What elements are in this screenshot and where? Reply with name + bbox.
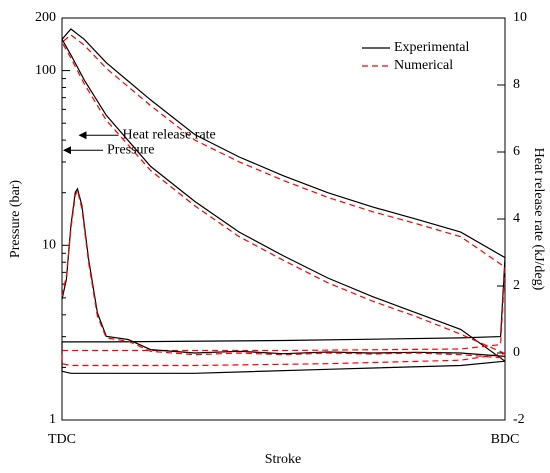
annotation: Pressure bbox=[107, 142, 154, 157]
series-line bbox=[61, 34, 506, 367]
y2-tick-label: 4 bbox=[513, 211, 520, 226]
y2-tick-label: 10 bbox=[513, 10, 527, 25]
y-tick-label: 1 bbox=[49, 412, 56, 427]
x-tick-label: TDC bbox=[48, 432, 76, 447]
series-line bbox=[61, 188, 506, 359]
y-tick-label: 100 bbox=[35, 63, 56, 78]
legend-label: Numerical bbox=[394, 58, 453, 73]
y2-tick-label: 6 bbox=[513, 144, 520, 159]
y-tick-label: 10 bbox=[42, 238, 56, 253]
series-line bbox=[61, 28, 506, 374]
y2-tick-label: 2 bbox=[513, 278, 520, 293]
annotation: Heat release rate bbox=[123, 127, 216, 142]
y2-axis-label: Heat release rate (kJ/deg) bbox=[531, 148, 546, 291]
y2-tick-label: 8 bbox=[513, 77, 520, 92]
series-line bbox=[61, 187, 506, 357]
y-axis-label: Pressure (bar) bbox=[8, 180, 23, 258]
x-tick-label: BDC bbox=[491, 432, 520, 447]
legend-label: Experimental bbox=[394, 40, 470, 55]
plot-frame bbox=[61, 17, 506, 421]
y-tick-label: 200 bbox=[35, 10, 56, 25]
y2-tick-label: 0 bbox=[513, 345, 520, 360]
y2-tick-label: -2 bbox=[513, 412, 525, 427]
x-axis-label: Stroke bbox=[265, 452, 302, 467]
